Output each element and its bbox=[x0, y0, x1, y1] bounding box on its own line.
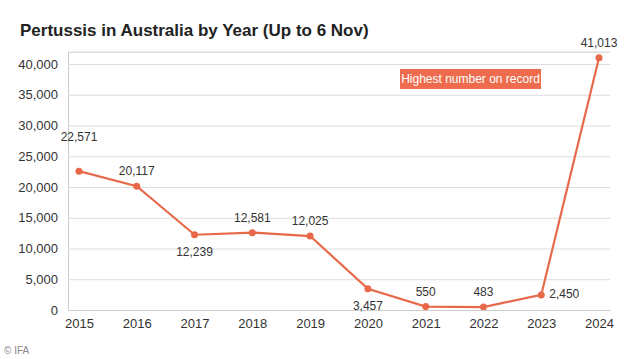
chart: Pertussis in Australia by Year (Up to 6 … bbox=[0, 0, 634, 359]
y-tick: 20,000 bbox=[18, 180, 610, 195]
x-tick-label: 2022 bbox=[469, 316, 498, 331]
grid-line bbox=[68, 187, 610, 188]
y-tick-label: 5,000 bbox=[25, 272, 58, 287]
data-label: 12,581 bbox=[234, 211, 271, 225]
x-tick-label: 2015 bbox=[65, 316, 94, 331]
y-tick-label: 0 bbox=[51, 303, 58, 318]
x-tick-label: 2017 bbox=[181, 316, 210, 331]
x-tick: 2016 bbox=[123, 310, 152, 331]
grid-line bbox=[68, 95, 610, 96]
data-label: 3,457 bbox=[353, 299, 383, 313]
credit: © IFA bbox=[4, 345, 29, 356]
x-axis: 2015 2016 2017 2018 2019 2020 2021 2022 2023 2024 bbox=[65, 310, 614, 331]
x-tick: 2022 bbox=[469, 310, 498, 331]
grid-line bbox=[68, 279, 610, 280]
y-tick-label: 20,000 bbox=[18, 180, 58, 195]
x-tick-label: 2018 bbox=[238, 316, 267, 331]
y-tick-label: 10,000 bbox=[18, 241, 58, 256]
x-tick-label: 2021 bbox=[412, 316, 441, 331]
data-label: 12,025 bbox=[292, 214, 329, 228]
x-tick: 2019 bbox=[296, 310, 325, 331]
line bbox=[79, 58, 599, 307]
y-tick-label: 25,000 bbox=[18, 149, 58, 164]
y-axis-line bbox=[69, 52, 611, 310]
x-tick-label: 2019 bbox=[296, 316, 325, 331]
plot-area bbox=[75, 54, 602, 310]
point bbox=[133, 183, 140, 190]
point bbox=[249, 229, 256, 236]
annotation-box bbox=[400, 69, 541, 89]
x-axis-line bbox=[69, 310, 611, 311]
x-tick: 2015 bbox=[65, 310, 94, 331]
y-tick: 5,000 bbox=[25, 272, 610, 287]
data-labels: 22,571 20,117 12,239 12,581 12,025 3,457 550 48… bbox=[61, 36, 618, 313]
x-tick: 2017 bbox=[181, 310, 210, 331]
grid-line bbox=[68, 156, 610, 157]
data-label: 483 bbox=[473, 285, 493, 299]
x-tick: 2023 bbox=[527, 310, 556, 331]
y-axis: 0 5,000 10,000 15,000 20,000 25,000 30,000 35,0… bbox=[18, 52, 610, 317]
point bbox=[596, 54, 603, 61]
y-tick: 30,000 bbox=[18, 118, 610, 133]
point bbox=[191, 231, 198, 238]
annotation: Highest number on record bbox=[400, 69, 541, 89]
data-label: 550 bbox=[416, 285, 436, 299]
data-label: 41,013 bbox=[581, 36, 618, 50]
y-tick-label: 35,000 bbox=[18, 87, 58, 102]
x-tick-label: 2016 bbox=[123, 316, 152, 331]
y-tick: 35,000 bbox=[18, 87, 610, 102]
grid-line bbox=[68, 218, 610, 219]
x-tick: 2021 bbox=[412, 310, 441, 331]
y-tick-label: 40,000 bbox=[18, 57, 58, 72]
title: Pertussis in Australia by Year (Up to 6 … bbox=[20, 21, 369, 40]
x-tick: 2024 bbox=[585, 310, 614, 331]
x-tick-label: 2020 bbox=[354, 316, 383, 331]
point bbox=[538, 291, 545, 298]
x-tick: 2020 bbox=[354, 310, 383, 331]
y-tick-label: 30,000 bbox=[18, 118, 58, 133]
y-tick: 25,000 bbox=[18, 149, 610, 164]
data-label: 12,239 bbox=[176, 245, 213, 259]
x-tick: 2018 bbox=[238, 310, 267, 331]
y-tick: 10,000 bbox=[18, 241, 610, 256]
grid-line bbox=[68, 249, 610, 250]
grid-line bbox=[68, 310, 610, 311]
x-tick-label: 2024 bbox=[585, 316, 614, 331]
data-label: 20,117 bbox=[119, 164, 155, 178]
point bbox=[307, 233, 314, 240]
point bbox=[422, 303, 429, 310]
data-label: 22,571 bbox=[61, 130, 98, 144]
y-tick-label: 15,000 bbox=[18, 210, 58, 225]
data-label: 2,450 bbox=[549, 287, 579, 301]
point bbox=[480, 304, 487, 310]
point bbox=[364, 285, 371, 292]
grid-line bbox=[68, 126, 610, 127]
grid-line bbox=[68, 64, 610, 65]
annotation-text: Highest number on record bbox=[401, 72, 540, 86]
x-tick-label: 2023 bbox=[527, 316, 556, 331]
point bbox=[75, 168, 82, 175]
